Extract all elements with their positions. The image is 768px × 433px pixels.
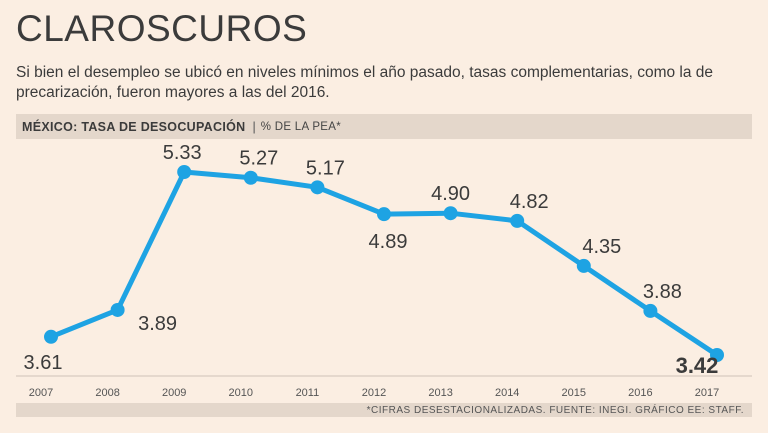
- data-point: [177, 165, 192, 179]
- x-tick-label: 2016: [628, 387, 652, 399]
- source-note: *CIFRAS DESESTACIONALIZADAS. FUENTE: INE…: [366, 404, 744, 416]
- chart-header-label: MÉXICO: TASA DE DESOCUPACIÓN: [22, 119, 246, 134]
- x-tick-label: 2014: [495, 387, 519, 399]
- data-point: [110, 302, 125, 317]
- chart-footer: *CIFRAS DESESTACIONALIZADAS. FUENTE: INE…: [16, 403, 752, 417]
- data-point: [243, 170, 258, 185]
- data-label: 4.89: [369, 231, 408, 253]
- data-label: 4.90: [431, 183, 470, 205]
- x-tick-label: 2008: [95, 387, 119, 399]
- data-label: 3.42: [676, 353, 719, 378]
- x-tick-label: 2015: [562, 387, 586, 399]
- data-points: [44, 165, 724, 362]
- x-tick-label: 2009: [162, 387, 186, 399]
- data-point: [310, 180, 325, 195]
- data-point: [443, 206, 458, 221]
- header-separator: |: [252, 119, 256, 134]
- x-tick-label: 2010: [229, 387, 253, 399]
- x-tick-label: 2011: [296, 387, 320, 399]
- x-tick-label: 2013: [428, 387, 452, 399]
- chart-subtitle: Si bien el desempleo se ubicó en niveles…: [16, 64, 714, 101]
- data-label: 5.33: [163, 142, 202, 164]
- x-tick-label: 2017: [695, 387, 719, 399]
- data-label: 4.82: [510, 191, 549, 213]
- chart-header-bar: MÉXICO: TASA DE DESOCUPACIÓN | % DE LA P…: [16, 114, 752, 139]
- data-labels: 3.61 3.89 5.33 5.27 5.17 4.89 4.90 4.82 4.35 3.88…: [24, 142, 719, 378]
- data-label: 5.17: [306, 157, 345, 179]
- data-label: 3.88: [643, 281, 682, 303]
- data-point: [510, 213, 525, 228]
- data-label: 3.89: [138, 313, 177, 335]
- data-point: [377, 207, 391, 222]
- data-point: [643, 303, 658, 318]
- data-label: 3.61: [24, 352, 63, 374]
- data-point: [44, 329, 58, 344]
- chart-unit-label: % DE LA PEA*: [260, 120, 342, 133]
- data-point: [576, 258, 591, 273]
- data-point: [710, 348, 724, 362]
- chart-title: CLAROSCUROS: [16, 8, 308, 49]
- x-axis-ticks: 2007 2008 2009 2010 2011 2012 2013 2014 2015 2016…: [29, 387, 719, 399]
- data-label: 4.35: [582, 236, 621, 258]
- x-tick-label: 2007: [29, 387, 53, 399]
- x-tick-label: 2012: [362, 387, 386, 399]
- data-label: 5.27: [239, 148, 278, 170]
